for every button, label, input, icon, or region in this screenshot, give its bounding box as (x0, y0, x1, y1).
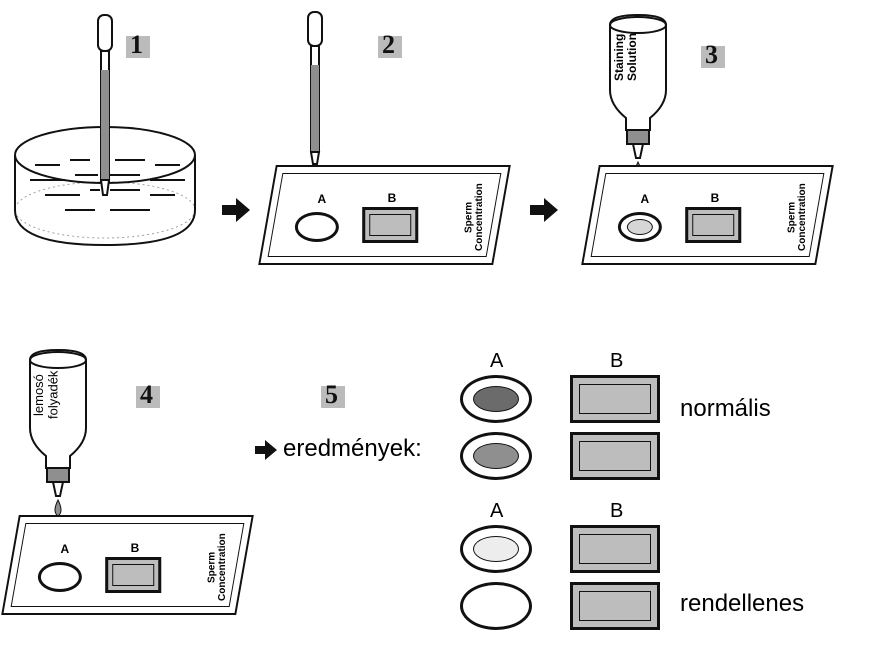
well-b-icon (105, 557, 161, 593)
normal-a1 (460, 375, 532, 423)
bottle-label-wash: lemosó folyadék (32, 358, 84, 432)
well-a-label: A (50, 542, 80, 556)
well-b-label: B (372, 191, 412, 205)
arrow-results (255, 440, 277, 460)
results-col-a-abnormal: A (490, 500, 503, 523)
normal-label: normális (680, 395, 771, 423)
cassette-step-3: A B Sperm Concentration (581, 165, 834, 265)
abnormal-a2 (460, 582, 532, 630)
step-1-illustration (10, 10, 240, 270)
cassette-side-label: Sperm Concentration (208, 529, 229, 605)
well-b-label: B (695, 191, 735, 205)
results-col-a-normal: A (490, 350, 503, 373)
step-number-5: 5 (325, 380, 338, 410)
cassette-step-4: A B Sperm Concentration (1, 515, 254, 615)
normal-a2 (460, 432, 532, 480)
panel-step-5: 5 eredmények: A B normális A B (255, 340, 865, 650)
abnormal-label: rendellenes (680, 590, 804, 618)
panel-step-2: 2 A B Sperm Concentration (262, 10, 542, 270)
abnormal-b1 (570, 525, 660, 573)
well-b-icon (362, 207, 418, 243)
diagram-stage: 1 (10, 10, 861, 655)
abnormal-a1 (460, 525, 532, 573)
normal-b1 (570, 375, 660, 423)
cassette-step-2: A B Sperm Concentration (258, 165, 511, 265)
panel-step-4: 4 lemosó folyadék A B Sperm Concentratio… (10, 340, 290, 640)
cassette-side-label: Sperm Concentration (465, 179, 486, 255)
results-col-b-normal: B (610, 350, 623, 373)
panel-step-1: 1 (10, 10, 240, 270)
arrow-1-2 (222, 198, 250, 222)
results-prefix: eredmények: (283, 435, 422, 463)
arrow-2-3 (530, 198, 558, 222)
well-b-icon (685, 207, 741, 243)
well-a-label: A (630, 192, 660, 206)
bottle-label-staining: Staining Solution (613, 22, 663, 92)
cassette-side-label: Sperm Concentration (788, 179, 809, 255)
well-a-icon (295, 212, 339, 242)
well-b-label: B (115, 541, 155, 555)
normal-b2 (570, 432, 660, 480)
well-a-icon (618, 212, 662, 242)
well-a-icon (38, 562, 82, 592)
abnormal-b2 (570, 582, 660, 630)
step-number-1: 1 (130, 30, 143, 60)
results-col-b-abnormal: B (610, 500, 623, 523)
well-a-label: A (307, 192, 337, 206)
panel-step-3: 3 Staining Solution A B (575, 10, 855, 270)
